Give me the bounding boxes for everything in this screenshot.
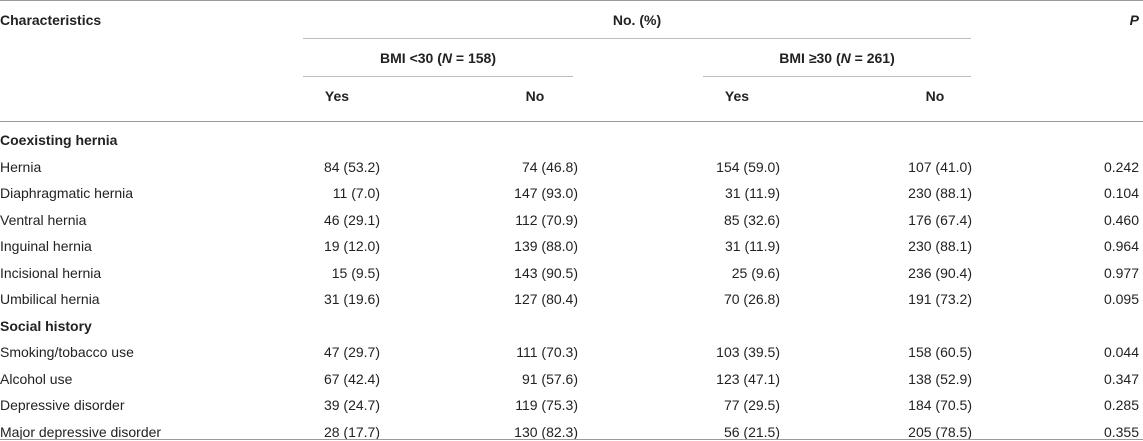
bmi-ge30-yes-cell: 154 (59.0) — [716, 158, 780, 175]
bmi-ge30-no-cell: 191 (73.2) — [908, 291, 972, 307]
header-no-pct: No. (%) — [612, 12, 662, 28]
bmi-lt30-no-cell: 111 (70.3) — [516, 344, 578, 360]
bmi-ge30-yes-cell: 31 (11.9) — [725, 238, 780, 254]
bmi-lt30-yes-cell: 47 (29.7) — [323, 344, 380, 360]
bmi-ge30-yes-cell: 31 (11.9) — [725, 185, 780, 201]
bmi-lt30-no-cell: 112 (70.9) — [515, 211, 578, 228]
bmi-ge30-no-cell: 230 (88.1) — [908, 238, 972, 254]
row-label: Depressive disorder — [0, 397, 125, 413]
bmi-lt30-yes-cell: 46 (29.1) — [323, 211, 380, 228]
p-value-cell: 0.044 — [1103, 344, 1139, 360]
bmi-ge30-no-cell: 184 (70.5) — [908, 397, 972, 413]
bmi-ge30-yes-cell: 70 (26.8) — [723, 291, 780, 307]
header-group2: BMI ≥30 (N = 261) — [703, 50, 971, 66]
bmi-lt30-yes-cell: 31 (19.6) — [323, 291, 380, 307]
row-label: Ventral hernia — [0, 211, 87, 228]
group2-n: N — [840, 50, 851, 66]
bmi-lt30-no-cell: 119 (75.3) — [515, 397, 578, 413]
header-g1-no: No — [525, 88, 545, 104]
p-value-cell: 0.104 — [1103, 185, 1139, 201]
bmi-ge30-yes-cell: 85 (32.6) — [723, 211, 780, 228]
bottom-rule — [0, 439, 1143, 440]
bmi-ge30-no-cell: 236 (90.4) — [908, 264, 972, 281]
bmi-ge30-yes-cell: 103 (39.5) — [716, 344, 780, 360]
bmi-lt30-no-cell: 139 (88.0) — [514, 238, 578, 254]
row-label: Major depressive disorder — [0, 423, 162, 440]
bmi-lt30-yes-cell: 19 (12.0) — [323, 238, 380, 254]
bmi-lt30-yes-cell: 39 (24.7) — [323, 397, 380, 413]
no-pct-rule — [303, 38, 971, 39]
header-p: P — [1129, 12, 1139, 28]
header-g2-no: No — [925, 88, 945, 104]
bmi-ge30-no-cell: 138 (52.9) — [908, 370, 972, 387]
bmi-ge30-no-cell: 176 (67.4) — [908, 211, 972, 228]
row-label: Diaphragmatic hernia — [0, 185, 134, 201]
bmi-lt30-yes-cell: 15 (9.5) — [331, 264, 380, 281]
row-label: Smoking/tobacco use — [0, 344, 134, 360]
bmi-lt30-no-cell: 127 (80.4) — [514, 291, 578, 307]
bmi-lt30-yes-cell: 84 (53.2) — [323, 158, 380, 175]
top-rule — [0, 0, 1143, 1]
bmi-ge30-no-cell: 205 (78.5) — [908, 423, 972, 440]
section-heading: Social history — [0, 317, 92, 334]
p-value-cell: 0.977 — [1103, 264, 1139, 281]
bmi-lt30-no-cell: 74 (46.8) — [521, 158, 578, 175]
bmi-ge30-yes-cell: 77 (29.5) — [723, 397, 780, 413]
bmi-lt30-no-cell: 143 (90.5) — [514, 264, 578, 281]
row-label: Hernia — [0, 158, 42, 175]
bmi-lt30-yes-cell: 11 (7.0) — [332, 185, 380, 201]
bmi-lt30-no-cell: 147 (93.0) — [514, 185, 578, 201]
row-label: Umbilical hernia — [0, 291, 100, 307]
row-label: Alcohol use — [0, 370, 73, 387]
group1-rule — [303, 76, 573, 77]
bmi-lt30-no-cell: 130 (82.3) — [514, 423, 578, 440]
p-value-cell: 0.095 — [1103, 291, 1139, 307]
bmi-ge30-no-cell: 230 (88.1) — [908, 185, 972, 201]
bmi-lt30-yes-cell: 67 (42.4) — [323, 370, 380, 387]
header-characteristics: Characteristics — [0, 12, 102, 28]
bmi-ge30-yes-cell: 123 (47.1) — [716, 370, 780, 387]
p-value-cell: 0.964 — [1103, 238, 1139, 254]
p-value-cell: 0.347 — [1103, 370, 1139, 387]
row-label: Inguinal hernia — [0, 238, 92, 254]
bmi-ge30-yes-cell: 25 (9.6) — [731, 264, 780, 281]
p-value-cell: 0.355 — [1103, 423, 1139, 440]
group1-prefix: BMI <30 ( — [380, 50, 442, 66]
p-value-cell: 0.242 — [1103, 158, 1139, 175]
header-g1-yes: Yes — [324, 88, 350, 104]
group2-suffix: = 261) — [850, 50, 895, 66]
p-value-cell: 0.460 — [1103, 211, 1139, 228]
p-value-cell: 0.285 — [1103, 397, 1139, 413]
section-heading: Coexisting hernia — [0, 132, 118, 148]
group2-rule — [703, 76, 971, 77]
header-group1: BMI <30 (N = 158) — [303, 50, 573, 66]
row-label: Incisional hernia — [0, 264, 102, 281]
bmi-lt30-yes-cell: 28 (17.7) — [323, 423, 380, 440]
header-bottom-rule — [0, 121, 1143, 122]
bmi-ge30-no-cell: 158 (60.5) — [908, 344, 972, 360]
group1-n: N — [441, 50, 452, 66]
group2-prefix: BMI ≥30 ( — [779, 50, 841, 66]
bmi-lt30-no-cell: 91 (57.6) — [521, 370, 578, 387]
bmi-ge30-no-cell: 107 (41.0) — [908, 158, 972, 175]
header-g2-yes: Yes — [724, 88, 750, 104]
group1-suffix: = 158) — [452, 50, 496, 66]
bmi-ge30-yes-cell: 56 (21.5) — [723, 423, 780, 440]
